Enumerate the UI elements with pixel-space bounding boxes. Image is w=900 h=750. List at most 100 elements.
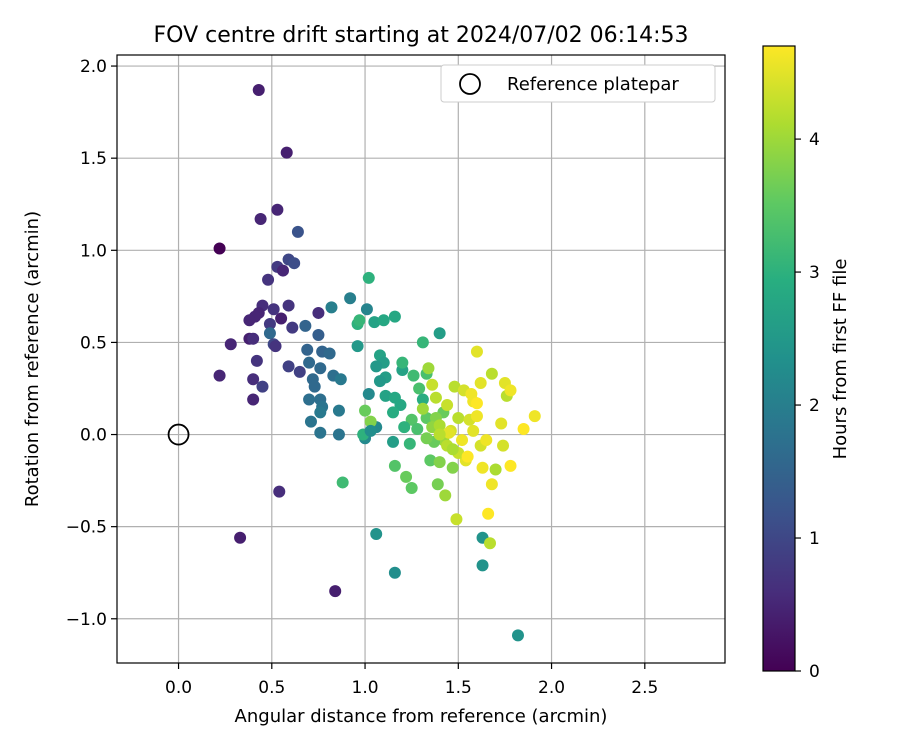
data-point — [368, 316, 381, 329]
data-point — [446, 461, 459, 474]
data-point — [497, 439, 510, 452]
data-point — [377, 314, 390, 327]
data-point — [273, 485, 286, 498]
legend-reference-icon — [459, 73, 481, 95]
data-point — [344, 292, 357, 305]
colorbar: 0 1 2 3 4 Hours from first FF file — [762, 45, 851, 682]
data-point — [420, 411, 433, 424]
data-point — [379, 389, 392, 402]
data-point — [470, 410, 483, 423]
colorbar-tick-label: 3 — [809, 263, 820, 283]
x-tick-label: 2.0 — [538, 678, 565, 698]
data-point — [262, 273, 275, 286]
data-point — [426, 378, 439, 391]
colorbar-tick-label: 4 — [809, 130, 820, 150]
data-point — [359, 404, 372, 417]
data-point — [489, 463, 502, 476]
data-point — [424, 454, 437, 467]
data-point — [476, 461, 489, 474]
x-tick-label: 2.5 — [631, 678, 658, 698]
y-tick-label: −0.5 — [66, 518, 107, 538]
data-point — [312, 306, 325, 319]
grid-lines — [117, 55, 725, 663]
data-point — [252, 84, 265, 97]
data-point — [323, 347, 336, 360]
x-tick-label: 1.5 — [445, 678, 472, 698]
data-point — [387, 435, 400, 448]
data-point — [504, 459, 517, 472]
data-point — [398, 421, 411, 434]
data-point — [308, 380, 321, 393]
legend-box — [440, 64, 716, 103]
data-point — [388, 310, 401, 323]
legend-label-reference: Reference platepar — [507, 74, 679, 95]
data-point — [387, 406, 400, 419]
data-point — [448, 380, 461, 393]
data-point — [250, 354, 263, 367]
data-point — [269, 340, 282, 353]
data-point — [299, 319, 312, 332]
y-tick-label: 1.5 — [80, 149, 107, 169]
data-point — [282, 299, 295, 312]
y-tick-label: 2.0 — [80, 57, 107, 77]
data-point — [411, 423, 424, 436]
data-point — [467, 424, 480, 437]
data-point — [396, 356, 409, 369]
data-point — [303, 393, 316, 406]
data-point — [329, 585, 342, 598]
data-point — [439, 489, 452, 502]
x-axis-ticks: 0.0 0.5 1.0 1.5 2.0 2.5 — [165, 663, 658, 698]
y-tick-label: 0.0 — [80, 426, 107, 446]
data-point — [334, 373, 347, 386]
data-point — [243, 314, 256, 327]
data-point — [282, 360, 295, 373]
y-tick-label: 1.0 — [80, 241, 107, 261]
data-point — [276, 264, 289, 277]
colorbar-ticks: 0 1 2 3 4 — [795, 130, 820, 682]
data-point — [247, 393, 260, 406]
data-point — [476, 559, 489, 572]
data-point — [314, 426, 327, 439]
data-point — [405, 481, 418, 494]
data-point — [275, 312, 288, 325]
data-point — [416, 393, 429, 406]
data-point — [416, 402, 429, 415]
data-point — [373, 375, 386, 388]
colorbar-tick-label: 1 — [809, 529, 820, 549]
data-points — [213, 84, 541, 642]
data-point — [446, 443, 459, 456]
data-point — [482, 507, 495, 520]
data-point — [256, 380, 269, 393]
data-point — [332, 428, 345, 441]
data-point — [433, 419, 446, 432]
data-point — [452, 411, 465, 424]
data-point — [263, 317, 276, 330]
data-point — [480, 434, 493, 447]
data-point — [247, 373, 260, 386]
data-point — [474, 376, 487, 389]
data-point — [213, 242, 226, 255]
x-tick-label: 0.0 — [165, 678, 192, 698]
data-point — [433, 456, 446, 469]
data-point — [420, 432, 433, 445]
data-point — [362, 271, 375, 284]
colorbar-gradient — [762, 45, 796, 672]
y-tick-label: −1.0 — [66, 610, 107, 630]
data-point — [360, 303, 373, 316]
data-point — [351, 340, 364, 353]
data-point — [450, 513, 463, 526]
data-point — [312, 329, 325, 342]
legend: Reference platepar — [440, 64, 716, 103]
x-tick-label: 1.0 — [352, 678, 379, 698]
data-point — [403, 437, 416, 450]
data-point — [370, 360, 383, 373]
x-axis-label: Angular distance from reference (arcmin) — [235, 706, 608, 727]
data-point — [429, 391, 442, 404]
data-point — [370, 528, 383, 541]
y-axis-label: Rotation from reference (arcmin) — [22, 211, 43, 507]
chart-title: FOV centre drift starting at 2024/07/02 … — [154, 23, 689, 48]
colorbar-label: Hours from first FF file — [830, 259, 851, 460]
data-point — [213, 369, 226, 382]
data-point — [353, 314, 366, 327]
